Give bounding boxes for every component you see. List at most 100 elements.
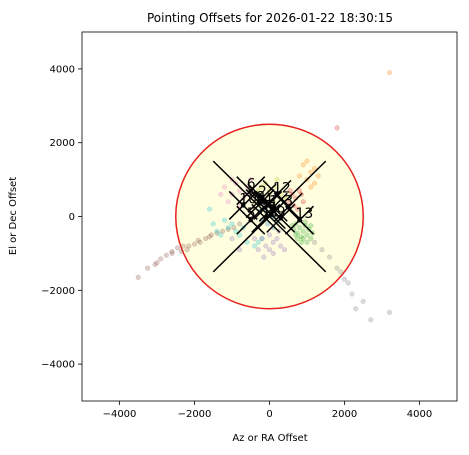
data-point bbox=[236, 221, 243, 227]
data-point bbox=[208, 232, 214, 238]
data-point bbox=[178, 249, 184, 255]
antenna-label: 1 bbox=[269, 193, 278, 209]
data-point bbox=[229, 221, 235, 227]
data-point bbox=[225, 226, 231, 232]
data-point bbox=[233, 228, 239, 234]
y-tick-label: −4000 bbox=[41, 360, 75, 371]
data-point bbox=[214, 228, 220, 234]
data-point bbox=[225, 199, 231, 205]
data-point bbox=[293, 232, 299, 238]
data-point bbox=[326, 254, 333, 260]
data-point bbox=[255, 247, 261, 253]
data-point bbox=[296, 188, 303, 194]
data-point bbox=[295, 206, 301, 212]
antenna-label: 13 bbox=[296, 206, 314, 222]
antenna-centre-dot bbox=[241, 203, 246, 208]
x-tick-label: −4000 bbox=[103, 409, 137, 420]
antenna-markers-layer: 62121084137511913 bbox=[228, 176, 315, 235]
data-point bbox=[274, 177, 280, 183]
antenna-centre-dot bbox=[248, 188, 253, 193]
data-point bbox=[214, 230, 220, 236]
data-point bbox=[334, 265, 340, 271]
x-tick-label: 2000 bbox=[332, 409, 357, 420]
data-point bbox=[274, 184, 280, 190]
data-point bbox=[210, 221, 216, 227]
y-tick-label: 2000 bbox=[50, 138, 75, 149]
antenna-label: 5 bbox=[247, 206, 256, 222]
x-tick-label: 0 bbox=[266, 409, 272, 420]
data-point bbox=[180, 243, 186, 249]
antenna-centre-dot bbox=[297, 217, 302, 223]
data-point bbox=[353, 306, 359, 312]
antenna-label: 10 bbox=[239, 191, 257, 207]
data-point bbox=[135, 274, 141, 280]
data-point bbox=[386, 309, 393, 315]
data-point bbox=[298, 234, 304, 240]
antenna-label: 4 bbox=[264, 191, 273, 207]
data-point bbox=[311, 180, 318, 186]
x-axis-ticks: −4000 −2000 0 2000 4000 bbox=[103, 401, 432, 420]
y-tick-label: 4000 bbox=[50, 64, 75, 75]
data-point bbox=[251, 236, 258, 242]
data-point bbox=[287, 188, 293, 194]
data-point bbox=[152, 261, 158, 268]
antenna-label: 6 bbox=[247, 177, 256, 193]
data-point bbox=[169, 250, 175, 256]
data-point bbox=[270, 239, 276, 245]
data-point bbox=[300, 236, 306, 242]
antenna-centre-dot bbox=[263, 216, 268, 221]
data-point bbox=[334, 125, 340, 131]
data-point bbox=[175, 245, 181, 251]
antenna-label: 12 bbox=[273, 180, 291, 196]
data-point bbox=[295, 236, 301, 242]
data-point bbox=[236, 188, 243, 194]
data-point bbox=[341, 276, 348, 282]
data-point bbox=[311, 165, 318, 172]
data-point bbox=[195, 237, 201, 244]
data-point bbox=[304, 232, 310, 238]
y-axis-ticks: −4000 −2000 0 2000 4000 bbox=[41, 64, 82, 371]
antenna-centre-dot bbox=[271, 205, 276, 210]
data-point bbox=[263, 243, 269, 249]
data-point bbox=[298, 239, 304, 245]
data-point bbox=[197, 239, 203, 245]
data-point bbox=[158, 256, 164, 262]
data-point bbox=[296, 225, 303, 231]
data-point bbox=[218, 232, 224, 238]
data-point bbox=[315, 173, 321, 179]
data-point bbox=[349, 291, 355, 297]
data-point bbox=[259, 236, 265, 242]
data-point bbox=[206, 234, 213, 240]
data-point bbox=[266, 232, 273, 238]
y-tick-label: 0 bbox=[69, 212, 75, 223]
data-point bbox=[206, 206, 213, 212]
data-point bbox=[308, 223, 314, 229]
x-tick-label: 4000 bbox=[407, 409, 432, 420]
data-point bbox=[220, 228, 226, 234]
y-tick-label: −2000 bbox=[41, 286, 75, 297]
data-point bbox=[236, 247, 243, 253]
data-point bbox=[231, 225, 237, 231]
data-point bbox=[285, 199, 291, 205]
data-point bbox=[203, 236, 209, 242]
antenna-centre-dot bbox=[248, 217, 253, 223]
data-point bbox=[300, 199, 306, 205]
data-point bbox=[319, 247, 325, 253]
data-point bbox=[308, 184, 314, 190]
data-point bbox=[300, 228, 306, 234]
data-point bbox=[302, 219, 308, 225]
antenna-label: 9 bbox=[277, 204, 286, 220]
data-point bbox=[154, 260, 160, 266]
data-points-layer bbox=[135, 70, 393, 323]
data-point bbox=[184, 247, 190, 253]
data-point bbox=[300, 162, 306, 168]
data-point bbox=[248, 177, 254, 183]
data-point bbox=[225, 225, 231, 231]
x-tick-label: −2000 bbox=[178, 409, 212, 420]
data-point bbox=[345, 280, 351, 286]
antenna-label: 2 bbox=[258, 184, 267, 200]
data-point bbox=[261, 254, 267, 260]
data-point bbox=[295, 230, 301, 236]
data-point bbox=[360, 298, 366, 304]
